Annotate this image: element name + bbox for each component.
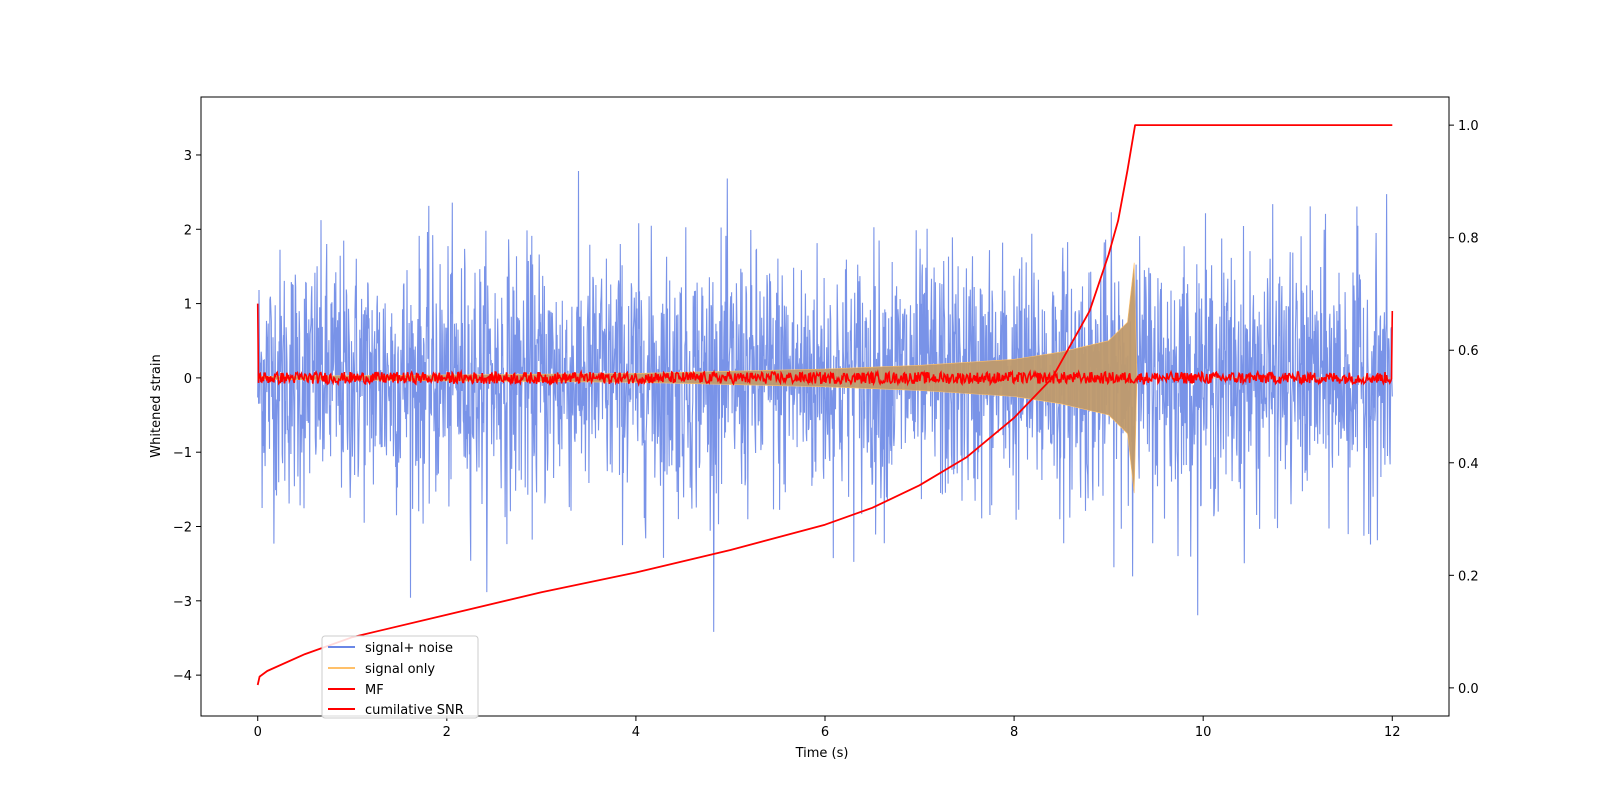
y-tick-label: −4: [173, 669, 192, 684]
legend-box: [321, 635, 479, 719]
y-tick-label: 3: [184, 149, 192, 164]
legend-label-signal-only: signal only: [365, 662, 435, 677]
y2-tick-label: 0.8: [1458, 232, 1479, 247]
y-tick-label: 0: [184, 372, 192, 387]
x-tick-label: 4: [632, 725, 640, 740]
legend-label-mf: MF: [365, 683, 384, 698]
x-tick-label: 10: [1195, 725, 1212, 740]
y2-tick-label: 1.0: [1458, 119, 1479, 134]
y-tick-label: −2: [173, 521, 192, 536]
x-tick-label: 8: [1010, 725, 1018, 740]
series-mf: [256, 303, 1394, 387]
x-tick-label: 12: [1384, 725, 1401, 740]
y2-tick-label: 0.6: [1458, 344, 1479, 359]
y-axis-right: 1.0 0.8 0.6 0.4 0.2 0.0: [1449, 119, 1479, 697]
legend-label-cumulative-snr: cumilative SNR: [365, 703, 464, 718]
y-tick-label: −1: [173, 446, 192, 461]
legend-label-signal-noise: signal+ noise: [365, 641, 453, 656]
x-axis: 0 2 4 6 8 10 12: [254, 716, 1401, 740]
x-tick-label: 6: [821, 725, 829, 740]
y-tick-label: −3: [173, 595, 192, 610]
y2-tick-label: 0.4: [1458, 457, 1479, 472]
y-tick-label: 2: [184, 223, 192, 238]
plot-area: [256, 124, 1394, 686]
series-cumulative-snr: [256, 124, 1393, 686]
y-axis-label: Whitened strain: [149, 354, 164, 457]
x-tick-label: 0: [254, 725, 262, 740]
legend: signal+ noise signal only MF cumilative …: [321, 635, 479, 719]
x-tick-label: 2: [443, 725, 451, 740]
y-axis-left: 3 2 1 0 −1 −2 −3 −4: [173, 149, 201, 684]
x-axis-label: Time (s): [795, 746, 849, 761]
y-tick-label: 1: [184, 298, 192, 313]
y2-tick-label: 0.2: [1458, 569, 1479, 584]
y2-tick-label: 0.0: [1458, 682, 1479, 697]
series-signal-noise: [257, 170, 1393, 632]
